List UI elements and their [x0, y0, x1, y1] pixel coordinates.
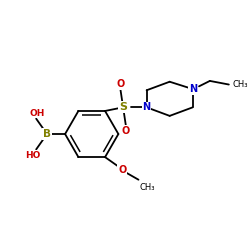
Text: N: N	[189, 84, 197, 94]
Text: HO: HO	[25, 151, 40, 160]
Text: B: B	[43, 129, 51, 139]
Text: O: O	[116, 79, 124, 89]
Text: O: O	[118, 165, 126, 175]
Text: CH₃: CH₃	[140, 183, 155, 192]
Text: N: N	[142, 102, 151, 112]
Text: CH₃: CH₃	[232, 80, 248, 89]
Text: O: O	[122, 126, 130, 136]
Text: OH: OH	[30, 109, 45, 118]
Text: S: S	[119, 102, 127, 112]
